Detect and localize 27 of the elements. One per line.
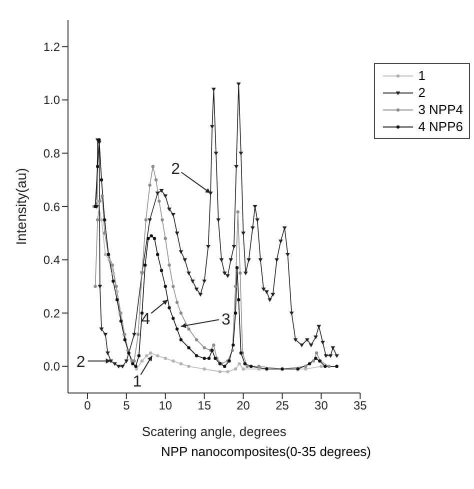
legend-label: 3 NPP4 bbox=[418, 101, 463, 118]
annotation: 2 bbox=[76, 354, 86, 372]
y-tick-label: 0.6 bbox=[43, 200, 60, 214]
x-tick-label: 35 bbox=[354, 398, 368, 413]
x-tick-label: 10 bbox=[158, 398, 172, 413]
x-tick-label: 5 bbox=[123, 398, 130, 413]
y-tick-label: 0.8 bbox=[43, 146, 60, 160]
x-tick-label: 25 bbox=[276, 398, 290, 413]
y-axis-title: Intensity(au) bbox=[12, 168, 29, 246]
y-tick-label: 0.0 bbox=[43, 360, 60, 374]
y-tick-label: 1.2 bbox=[43, 40, 60, 54]
annotation: 2 bbox=[171, 161, 180, 178]
annotation: 4 bbox=[141, 310, 150, 328]
x-tick-label: 0 bbox=[84, 398, 92, 413]
x-tick-label: 30 bbox=[314, 398, 328, 413]
y-tick-label: 1.0 bbox=[43, 93, 60, 108]
text: NPP nanocomposites(0-35 degrees) bbox=[160, 444, 372, 459]
x-tick-label: 15 bbox=[198, 398, 212, 413]
y-tick-label: 0.4 bbox=[43, 253, 60, 268]
x-tick-label: 20 bbox=[236, 398, 250, 413]
legend-label: 2 bbox=[418, 84, 426, 101]
x-axis-title: Scatering angle, degrees bbox=[142, 424, 287, 439]
y-tick-label: 0.2 bbox=[43, 306, 60, 320]
annotation: 1 bbox=[132, 374, 142, 391]
annotation: 3 bbox=[222, 311, 231, 328]
legend-label: 1 bbox=[418, 67, 426, 84]
legend-label: 4 NPP6 bbox=[418, 118, 463, 135]
